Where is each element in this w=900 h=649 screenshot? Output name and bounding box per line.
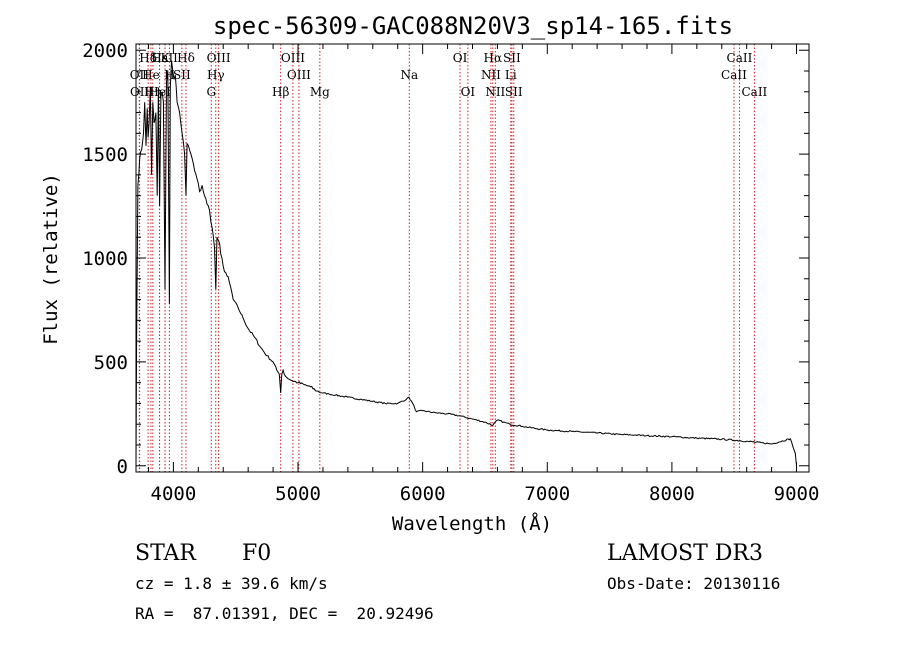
spectral-line-label: CaII <box>727 51 753 65</box>
spectral-line-label: CaII <box>741 85 767 99</box>
spectral-line-label: Li <box>505 68 517 82</box>
y-tick-label: 1500 <box>82 144 128 166</box>
plot-frame <box>135 43 810 473</box>
spectral-line-markers <box>138 44 755 472</box>
spectral-line-label: Hγ <box>207 68 225 82</box>
spectral-line-label: SII <box>503 51 521 65</box>
spectral-line-label: Hα <box>484 51 503 65</box>
spectral-line-label: H <box>164 68 174 82</box>
object-subclass: F0 <box>242 541 271 566</box>
spectral-line-label: SII <box>505 85 523 99</box>
spectral-line-label: G <box>206 85 216 99</box>
spectral-line-label: Hδ <box>177 51 195 65</box>
obs-date: Obs-Date: 20130116 <box>607 574 780 593</box>
y-tick-label: 2000 <box>82 40 128 62</box>
spectral-line-label: OIII <box>207 51 231 65</box>
spectral-line-label: OII <box>130 68 150 82</box>
spectral-line-label: Na <box>400 68 418 82</box>
spectral-line-label: Hη <box>144 85 162 99</box>
spectral-line-label: OI <box>461 85 476 99</box>
spectral-line-label: OIII <box>281 51 305 65</box>
x-axis-ticks: 4000 5000 6000 7000 8000 9000 <box>147 44 820 505</box>
object-class: STAR <box>135 541 197 566</box>
spectral-line-label: NII <box>485 85 505 99</box>
y-axis-ticks: 0 500 1000 1500 2000 <box>82 40 809 478</box>
spectral-line-label: OI <box>453 51 468 65</box>
x-tick-label: 9000 <box>774 483 820 505</box>
x-tick-label: 7000 <box>524 483 570 505</box>
x-tick-label: 5000 <box>275 483 321 505</box>
x-tick-label: 8000 <box>649 483 695 505</box>
y-tick-label: 500 <box>94 352 128 374</box>
spectral-line-label: Hβ <box>272 85 289 99</box>
spectral-line-label: SII <box>173 68 191 82</box>
y-tick-label: 1000 <box>82 248 128 270</box>
y-tick-label: 0 <box>117 456 128 478</box>
chart-title: spec-56309-GAC088N20V3_sp14-165.fits <box>213 12 733 40</box>
spectral-line-label: Hδ <box>139 51 157 65</box>
redshift-readout: cz = 1.8 ± 39.6 km/s <box>135 574 328 593</box>
spectral-line-label: Mg <box>310 85 330 99</box>
spectral-line-label: HeI <box>148 85 171 99</box>
spectral-line-label: OIII <box>287 68 311 82</box>
x-axis-label: Wavelength (Å) <box>392 512 552 535</box>
flux-series-line <box>135 60 797 466</box>
x-tick-label: 6000 <box>400 483 446 505</box>
spectral-line-label: He <box>142 68 160 82</box>
spectral-line-label: NII <box>481 68 501 82</box>
y-axis-label: Flux (relative) <box>40 173 62 345</box>
x-tick-label: 4000 <box>151 483 197 505</box>
survey-name: LAMOST DR3 <box>607 541 763 566</box>
spectral-line-label: K <box>161 51 171 65</box>
spectral-line-label: Hε <box>151 51 168 65</box>
coordinates: RA = 87.01391, DEC = 20.92496 <box>135 604 434 623</box>
spectral-line-label: CaII <box>721 68 747 82</box>
